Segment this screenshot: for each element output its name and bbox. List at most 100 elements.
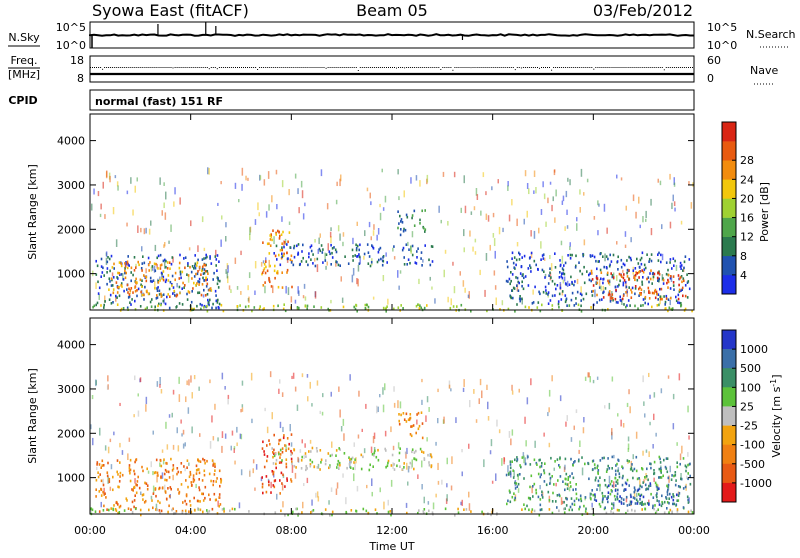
nave-dot	[488, 67, 490, 68]
heatmap-cell	[265, 257, 267, 263]
heatmap-cell	[387, 499, 389, 506]
heatmap-cell	[124, 265, 127, 268]
heatmap-cell	[202, 457, 204, 461]
heatmap-cell	[162, 460, 165, 465]
heatmap-cell	[574, 460, 576, 463]
heatmap-cell	[405, 412, 408, 416]
heatmap-cell	[594, 289, 596, 298]
heatmap-cell	[613, 481, 615, 488]
heatmap-cell	[623, 303, 625, 306]
heatmap-cell	[611, 293, 614, 296]
heatmap-cell	[660, 469, 662, 472]
heatmap-cell	[257, 202, 259, 211]
heatmap-cell	[185, 494, 188, 498]
nave-dot	[607, 67, 609, 68]
y-tick-label: 2000	[57, 223, 85, 236]
heatmap-cell	[569, 505, 572, 509]
heatmap-cell	[602, 255, 604, 258]
nave-dot	[512, 67, 514, 68]
heatmap-cell	[518, 281, 520, 285]
nave-dot	[643, 67, 645, 68]
heatmap-cell	[597, 484, 599, 487]
heatmap-cell	[204, 485, 207, 489]
heatmap-cell	[647, 478, 649, 482]
heatmap-cell	[630, 258, 632, 262]
heatmap-cell	[216, 301, 219, 304]
heatmap-cell	[398, 451, 401, 455]
heatmap-cell	[533, 190, 535, 194]
heatmap-cell	[213, 492, 216, 496]
heatmap-cell	[431, 245, 434, 248]
heatmap-cell	[396, 464, 398, 468]
heatmap-cell	[212, 483, 214, 487]
heatmap-cell	[542, 253, 545, 256]
heatmap-cell	[229, 509, 231, 513]
nave-dot	[424, 67, 426, 68]
heatmap-cell	[103, 303, 105, 307]
colorbar-segment	[722, 463, 736, 484]
heatmap-cell	[547, 490, 550, 494]
heatmap-cell	[634, 285, 637, 288]
nave-dot	[659, 67, 661, 68]
nave-dot	[321, 67, 323, 68]
nave-dot	[520, 67, 522, 69]
heatmap-cell	[135, 263, 137, 268]
heatmap-cell	[134, 375, 136, 381]
heatmap-cell	[116, 181, 119, 187]
heatmap-cell	[275, 244, 278, 248]
heatmap-cell	[279, 448, 282, 452]
heatmap-cell	[529, 266, 532, 270]
heatmap-cell	[297, 251, 299, 255]
heatmap-cell	[507, 185, 509, 191]
heatmap-cell	[117, 473, 119, 476]
heatmap-cell	[135, 458, 137, 462]
heatmap-cell	[674, 471, 677, 474]
heatmap-cell	[541, 462, 543, 465]
nave-dot	[106, 67, 108, 68]
heatmap-cell	[216, 477, 218, 480]
heatmap-cell	[686, 273, 688, 276]
heatmap-cell	[197, 291, 199, 295]
heatmap-cell	[519, 473, 521, 476]
heatmap-cell	[560, 298, 563, 301]
power-x-ticks	[89, 114, 695, 310]
heatmap-cell	[675, 299, 678, 303]
heatmap-cell	[669, 287, 672, 290]
heatmap-cell	[214, 498, 217, 502]
heatmap-cell	[540, 508, 543, 511]
heatmap-cell	[133, 469, 135, 473]
heatmap-cell	[219, 279, 221, 283]
y-tick-label: 1000	[57, 472, 85, 485]
nave-dot	[671, 67, 673, 68]
heatmap-cell	[170, 487, 172, 491]
heatmap-cell	[434, 298, 436, 304]
heatmap-cell	[163, 244, 165, 248]
heatmap-cell	[617, 469, 619, 473]
heatmap-cell	[484, 289, 486, 297]
heatmap-cell	[636, 500, 639, 503]
nsky-panel: N.Sky 10^5 10^0 10^5 10^0 N.Search	[8, 21, 796, 52]
heatmap-cell	[579, 207, 581, 213]
nave-dot	[420, 67, 422, 68]
nave-dot	[309, 67, 311, 68]
nave-dot	[494, 67, 496, 68]
heatmap-cell	[133, 256, 136, 259]
heatmap-cell	[404, 228, 407, 232]
heatmap-cell	[641, 500, 643, 504]
beam-title: Beam 05	[356, 1, 428, 20]
nave-dot	[228, 67, 230, 68]
heatmap-cell	[474, 238, 477, 243]
heatmap-cell	[180, 483, 183, 486]
heatmap-cell	[627, 443, 630, 450]
heatmap-cell	[523, 254, 526, 258]
heatmap-cell	[373, 432, 376, 439]
heatmap-cell	[128, 466, 131, 470]
heatmap-cell	[659, 297, 662, 301]
heatmap-cell	[415, 458, 418, 462]
heatmap-cell	[427, 501, 430, 505]
heatmap-cell	[646, 467, 648, 471]
heatmap-cell	[100, 304, 102, 307]
heatmap-cell	[354, 462, 356, 471]
heatmap-cell	[490, 513, 492, 517]
